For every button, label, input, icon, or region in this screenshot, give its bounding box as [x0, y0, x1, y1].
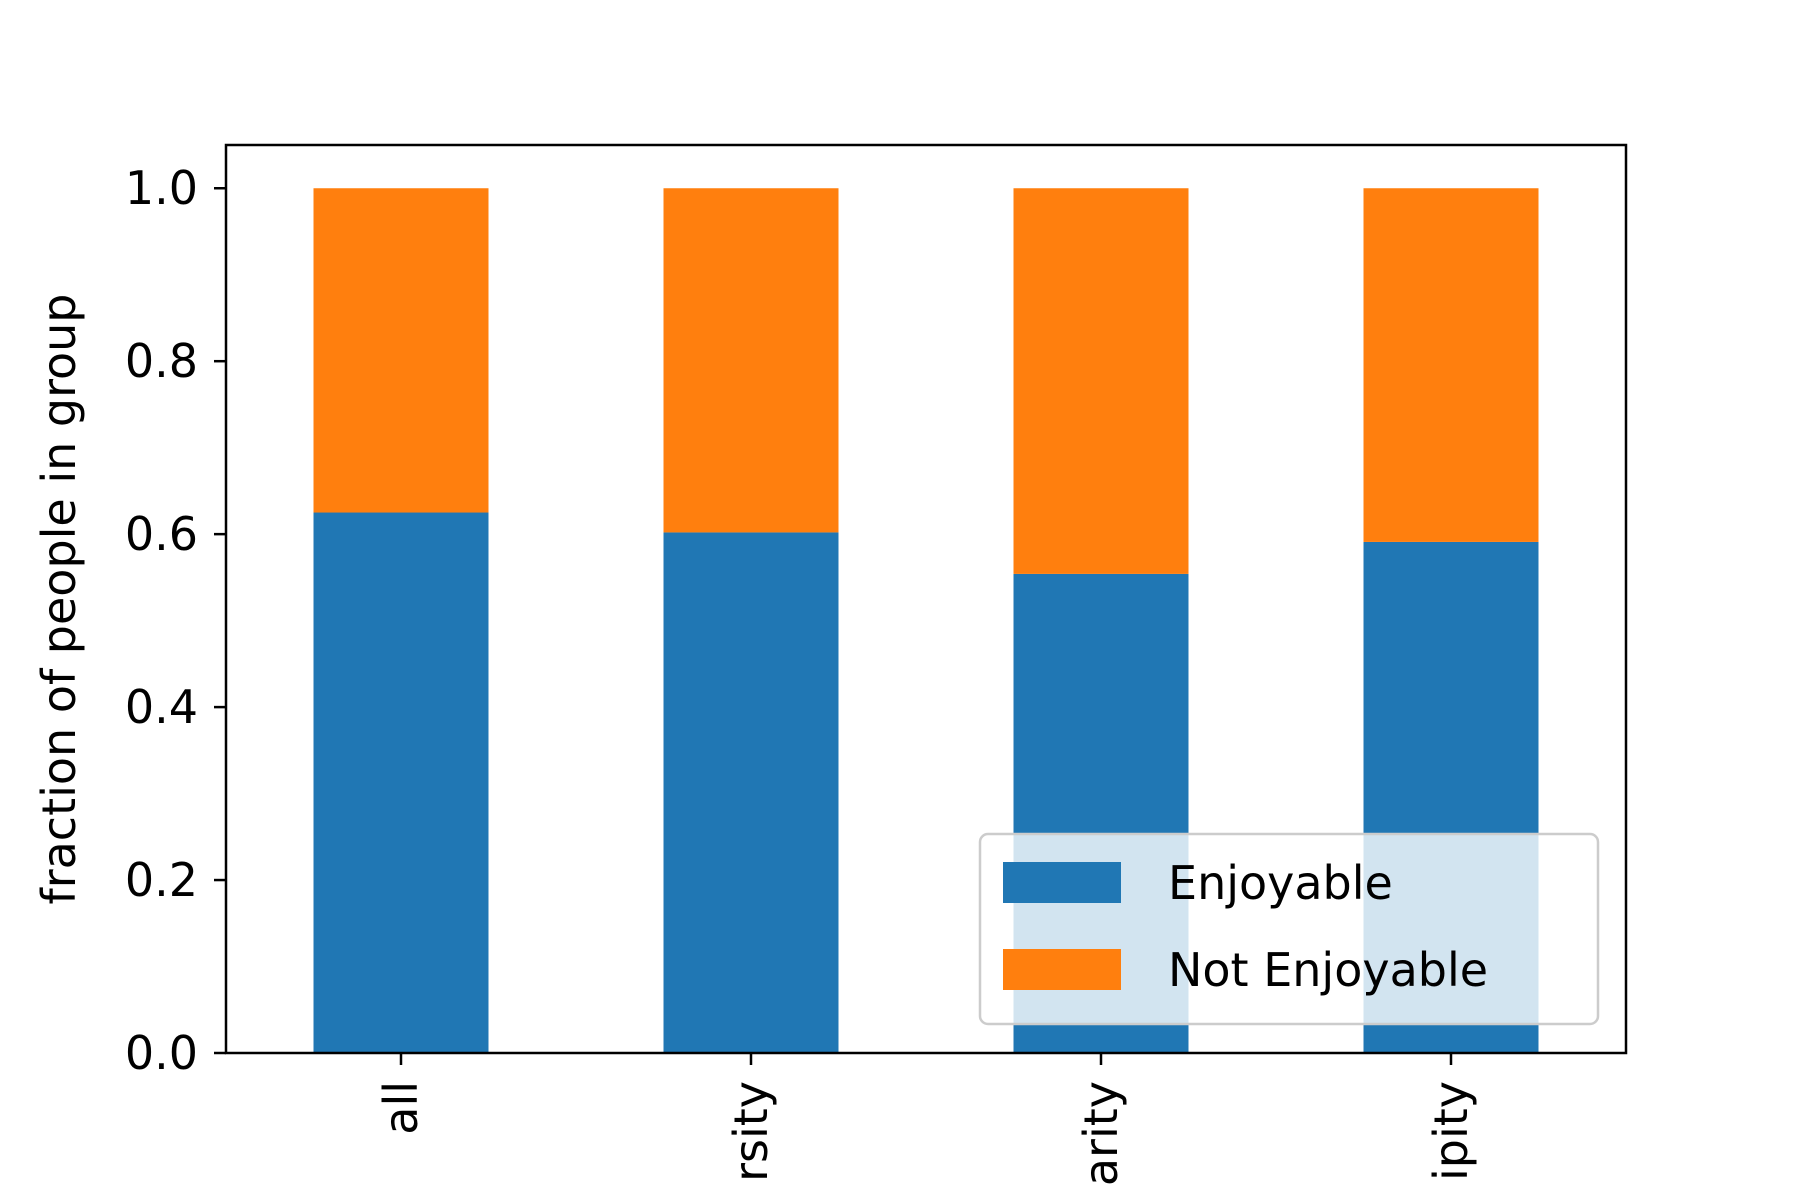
- y-tick-label: 0.6: [125, 507, 198, 561]
- y-tick-label: 0.0: [125, 1026, 198, 1080]
- bar-not-enjoyable-rsity: [663, 188, 839, 533]
- bar-not-enjoyable-all: [313, 188, 489, 513]
- legend-box: [978, 832, 1600, 1026]
- x-tick-label: ipity: [1424, 1081, 1478, 1181]
- x-tick-label: arity: [1074, 1081, 1128, 1186]
- y-axis-label: fraction of people in group: [32, 294, 86, 905]
- bar-enjoyable-all: [313, 512, 489, 1053]
- y-tick-label: 0.2: [125, 853, 198, 907]
- legend-label-not-enjoyable: Not Enjoyable: [1168, 943, 1488, 997]
- bar-not-enjoyable-ipity: [1363, 188, 1539, 542]
- legend-label-enjoyable: Enjoyable: [1168, 856, 1393, 910]
- legend-swatch-not-enjoyable: [1003, 949, 1121, 990]
- bar-enjoyable-rsity: [663, 532, 839, 1053]
- x-tick-label: all: [374, 1081, 428, 1135]
- y-axis: 0.0 0.2 0.4 0.6 0.8 1.0: [125, 161, 226, 1080]
- x-tick-label: rsity: [724, 1081, 778, 1182]
- plot-area-frame: [224, 143, 1628, 1055]
- bar-not-enjoyable-arity: [1013, 188, 1189, 574]
- legend-swatch-enjoyable: [1003, 862, 1121, 903]
- y-tick-label: 0.4: [125, 680, 198, 734]
- y-tick-label: 0.8: [125, 334, 198, 388]
- legend: Enjoyable Not Enjoyable: [978, 832, 1600, 1026]
- x-axis: all rsity arity ipity: [374, 1053, 1478, 1186]
- y-tick-label: 1.0: [125, 161, 198, 215]
